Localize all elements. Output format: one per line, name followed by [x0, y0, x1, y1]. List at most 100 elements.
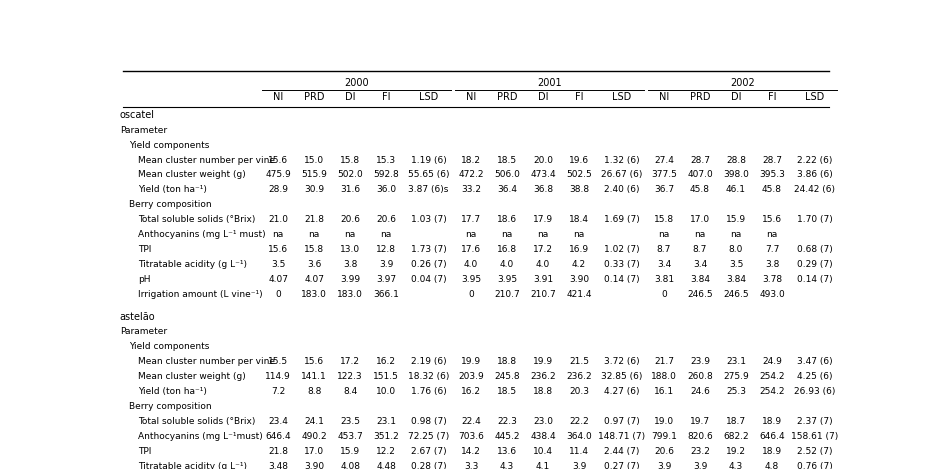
Text: 3.6: 3.6: [306, 260, 321, 269]
Text: DI: DI: [730, 92, 741, 102]
Text: 366.1: 366.1: [373, 290, 399, 299]
Text: 18.4: 18.4: [569, 215, 588, 224]
Text: 21.7: 21.7: [653, 357, 674, 366]
Text: 254.2: 254.2: [758, 372, 784, 381]
Text: 1.19 (6): 1.19 (6): [410, 156, 446, 165]
Text: 646.4: 646.4: [265, 432, 290, 441]
Text: 260.8: 260.8: [687, 372, 712, 381]
Text: PRD: PRD: [496, 92, 517, 102]
Text: 4.3: 4.3: [499, 462, 513, 469]
Text: 453.7: 453.7: [337, 432, 363, 441]
Text: 245.8: 245.8: [494, 372, 520, 381]
Text: na: na: [501, 230, 512, 239]
Text: 22.2: 22.2: [569, 417, 588, 426]
Text: 15.8: 15.8: [653, 215, 674, 224]
Text: 1.69 (7): 1.69 (7): [603, 215, 638, 224]
Text: 4.27 (6): 4.27 (6): [603, 387, 638, 396]
Text: 17.6: 17.6: [460, 245, 481, 254]
Text: Total soluble solids (°Brix): Total soluble solids (°Brix): [138, 215, 255, 224]
Text: 27.4: 27.4: [653, 156, 673, 165]
Text: 26.93 (6): 26.93 (6): [793, 387, 834, 396]
Text: 3.95: 3.95: [460, 275, 481, 284]
Text: 0: 0: [661, 290, 666, 299]
Text: astelão: astelão: [120, 312, 155, 322]
Text: 23.5: 23.5: [340, 417, 360, 426]
Text: 28.8: 28.8: [726, 156, 745, 165]
Text: 15.6: 15.6: [268, 156, 288, 165]
Text: 3.72 (6): 3.72 (6): [603, 357, 638, 366]
Text: 3.4: 3.4: [692, 260, 706, 269]
Text: 183.0: 183.0: [337, 290, 363, 299]
Text: Yield (ton ha⁻¹): Yield (ton ha⁻¹): [138, 185, 207, 194]
Text: 3.97: 3.97: [376, 275, 395, 284]
Text: Irrigation amount (L vine⁻¹): Irrigation amount (L vine⁻¹): [138, 290, 263, 299]
Text: 4.0: 4.0: [463, 260, 478, 269]
Text: 15.8: 15.8: [340, 156, 360, 165]
Text: 45.8: 45.8: [761, 185, 781, 194]
Text: 4.07: 4.07: [303, 275, 324, 284]
Text: 4.08: 4.08: [340, 462, 360, 469]
Text: 3.9: 3.9: [692, 462, 706, 469]
Text: 475.9: 475.9: [265, 170, 290, 180]
Text: 3.87 (6)s: 3.87 (6)s: [408, 185, 448, 194]
Text: 45.8: 45.8: [690, 185, 709, 194]
Text: 438.4: 438.4: [530, 432, 555, 441]
Text: 4.48: 4.48: [376, 462, 395, 469]
Text: 16.9: 16.9: [568, 245, 588, 254]
Text: 12.2: 12.2: [376, 447, 395, 456]
Text: 377.5: 377.5: [651, 170, 677, 180]
Text: 4.3: 4.3: [728, 462, 742, 469]
Text: 20.6: 20.6: [653, 447, 674, 456]
Text: 0.98 (7): 0.98 (7): [410, 417, 446, 426]
Text: 13.0: 13.0: [340, 245, 360, 254]
Text: 4.25 (6): 4.25 (6): [796, 372, 831, 381]
Text: 17.9: 17.9: [533, 215, 552, 224]
Text: 2.44 (7): 2.44 (7): [603, 447, 638, 456]
Text: 21.5: 21.5: [569, 357, 588, 366]
Text: 18.6: 18.6: [496, 215, 517, 224]
Text: 12.8: 12.8: [376, 245, 395, 254]
Text: Mean cluster weight (g): Mean cluster weight (g): [138, 170, 246, 180]
Text: 3.9: 3.9: [656, 462, 671, 469]
Text: 646.4: 646.4: [758, 432, 784, 441]
Text: Anthocyanins (mg L⁻¹must): Anthocyanins (mg L⁻¹must): [138, 432, 263, 441]
Text: 122.3: 122.3: [337, 372, 363, 381]
Text: 16.8: 16.8: [496, 245, 517, 254]
Text: 23.0: 23.0: [533, 417, 552, 426]
Text: PRD: PRD: [689, 92, 710, 102]
Text: 506.0: 506.0: [494, 170, 520, 180]
Text: 472.2: 472.2: [458, 170, 483, 180]
Text: 151.5: 151.5: [373, 372, 399, 381]
Text: 2001: 2001: [536, 78, 561, 89]
Text: 8.7: 8.7: [692, 245, 706, 254]
Text: TPI: TPI: [138, 245, 151, 254]
Text: 1.02 (7): 1.02 (7): [603, 245, 638, 254]
Text: 515.9: 515.9: [301, 170, 327, 180]
Text: 20.6: 20.6: [340, 215, 360, 224]
Text: NI: NI: [466, 92, 476, 102]
Text: 0.14 (7): 0.14 (7): [603, 275, 638, 284]
Text: 19.6: 19.6: [568, 156, 588, 165]
Text: 0.26 (7): 0.26 (7): [410, 260, 446, 269]
Text: 28.9: 28.9: [268, 185, 288, 194]
Text: 10.4: 10.4: [533, 447, 552, 456]
Text: 4.2: 4.2: [572, 260, 586, 269]
Text: 17.2: 17.2: [533, 245, 552, 254]
Text: 19.2: 19.2: [726, 447, 745, 456]
Text: 421.4: 421.4: [566, 290, 591, 299]
Text: 36.7: 36.7: [653, 185, 674, 194]
Text: 55.65 (6): 55.65 (6): [407, 170, 449, 180]
Text: 10.0: 10.0: [376, 387, 395, 396]
Text: 18.32 (6): 18.32 (6): [407, 372, 449, 381]
Text: na: na: [272, 230, 283, 239]
Text: 0.04 (7): 0.04 (7): [410, 275, 446, 284]
Text: PRD: PRD: [303, 92, 324, 102]
Text: 275.9: 275.9: [722, 372, 748, 381]
Text: 0.76 (7): 0.76 (7): [796, 462, 831, 469]
Text: 15.3: 15.3: [376, 156, 395, 165]
Text: NI: NI: [658, 92, 668, 102]
Text: oscatel: oscatel: [120, 110, 155, 120]
Text: na: na: [344, 230, 355, 239]
Text: 15.8: 15.8: [303, 245, 324, 254]
Text: 254.2: 254.2: [758, 387, 784, 396]
